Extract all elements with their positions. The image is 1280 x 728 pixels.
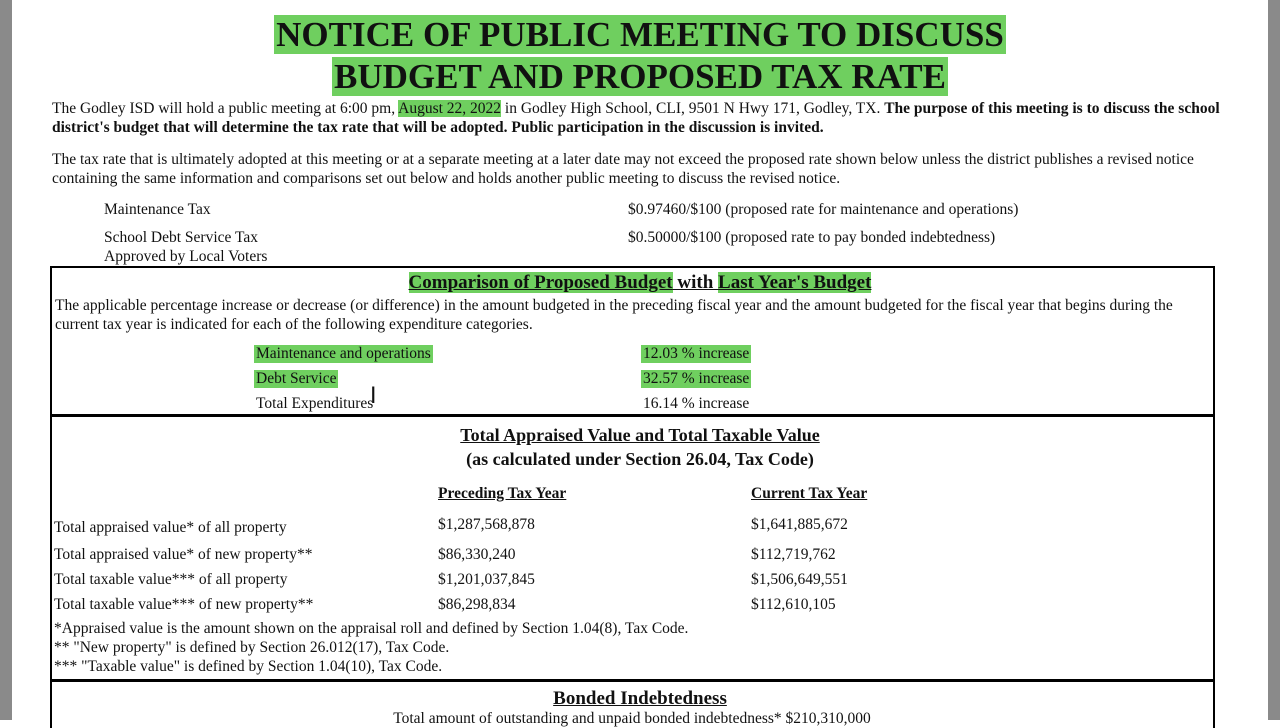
row-preceding: $86,330,240 xyxy=(438,546,516,563)
text-cursor-icon: I xyxy=(370,384,377,409)
row-current: $1,506,649,551 xyxy=(751,571,848,588)
row-label: Total appraised value* of new property** xyxy=(54,546,313,563)
rate-notice: The tax rate that is ultimately adopted … xyxy=(52,151,1194,187)
debt-tax-label-2: Approved by Local Voters xyxy=(104,248,268,265)
footnote: ** "New property" is defined by Section … xyxy=(54,639,450,656)
debt-tax-value: $0.50000/$100 (proposed rate to pay bond… xyxy=(628,229,996,246)
row-preceding: $1,287,568,878 xyxy=(438,516,535,533)
intro-paragraph: The Godley ISD will hold a public meetin… xyxy=(52,100,1220,136)
row-preceding: $86,298,834 xyxy=(438,596,516,613)
row-label: Total taxable value*** of all property xyxy=(54,571,288,588)
row-label: Total taxable value*** of new property** xyxy=(54,596,314,613)
meeting-date: August 22, 2022 xyxy=(398,100,502,117)
mo-value: 12.03 % increase xyxy=(641,345,752,363)
divider xyxy=(50,679,1215,682)
bonded-heading: Bonded Indebtedness xyxy=(553,688,727,709)
col-preceding: Preceding Tax Year xyxy=(438,485,567,502)
bonded-text: Total amount of outstanding and unpaid b… xyxy=(393,710,871,727)
appraised-heading: Total Appraised Value and Total Taxable … xyxy=(460,425,820,445)
debt-tax-label: School Debt Service Tax xyxy=(104,229,259,246)
viewer-margin-left xyxy=(0,0,12,720)
debt-service-value: 32.57 % increase xyxy=(641,370,752,388)
comparison-text: The applicable percentage increase or de… xyxy=(55,297,1173,333)
comparison-heading: Comparison of Proposed Budget with Last … xyxy=(408,272,872,293)
title-line-1: NOTICE OF PUBLIC MEETING TO DISCUSS xyxy=(274,15,1006,54)
total-expenditures-value: 16.14 % increase xyxy=(643,395,750,412)
row-current: $1,641,885,672 xyxy=(751,516,848,533)
comparison-box xyxy=(50,266,1215,728)
debt-service-label: Debt Service xyxy=(254,370,339,388)
total-expenditures-label: Total Expenditures xyxy=(256,395,374,412)
viewer-margin-right xyxy=(1268,0,1280,720)
maintenance-tax-value: $0.97460/$100 (proposed rate for mainten… xyxy=(628,201,1019,218)
divider xyxy=(50,414,1215,417)
mo-label: Maintenance and operations xyxy=(254,345,433,363)
footnote: *** "Taxable value" is defined by Sectio… xyxy=(54,658,443,675)
maintenance-tax-label: Maintenance Tax xyxy=(104,201,211,218)
appraised-subheading: (as calculated under Section 26.04, Tax … xyxy=(466,449,814,469)
col-current: Current Tax Year xyxy=(751,485,868,502)
row-current: $112,719,762 xyxy=(751,546,836,563)
footnote: *Appraised value is the amount shown on … xyxy=(54,620,689,637)
title-line-2: BUDGET AND PROPOSED TAX RATE xyxy=(332,57,948,96)
row-current: $112,610,105 xyxy=(751,596,836,613)
row-label: Total appraised value* of all property xyxy=(54,519,287,536)
row-preceding: $1,201,037,845 xyxy=(438,571,535,588)
